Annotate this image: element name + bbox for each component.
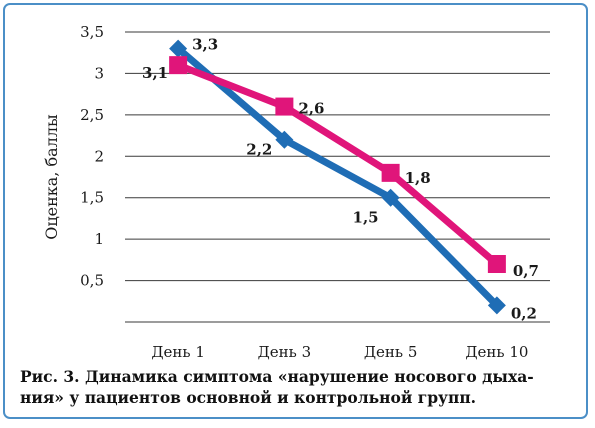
diamond-marker	[381, 188, 400, 207]
square-marker	[169, 56, 188, 75]
x-tick-label: День 10	[465, 343, 528, 361]
data-labels: 3,3 2,2 1,5 0,2 3,1 2,6 1,8 0,7	[142, 36, 539, 323]
square-marker	[487, 255, 506, 273]
data-label: 2,6	[298, 100, 324, 118]
y-tick-label: 1	[94, 230, 104, 248]
series-lines	[169, 39, 506, 315]
figure-frame	[3, 3, 588, 419]
y-axis-ticks: 0,5 1 1,5 2 2,5 3 3,5	[80, 23, 104, 290]
x-tick-label: День 1	[151, 343, 205, 361]
y-axis-title: Оценка, баллы	[42, 114, 61, 240]
caption-text: Динамика симптома «нарушение носового ды…	[20, 367, 534, 407]
data-label: 2,2	[246, 141, 272, 159]
y-tick-label: 0,5	[80, 272, 104, 290]
x-tick-label: День 5	[364, 343, 418, 361]
figure-caption: Рис. 3. Динамика симптома «нарушение нос…	[20, 366, 580, 408]
data-label: 0,7	[513, 262, 539, 280]
x-axis-ticks: День 1 День 3 День 5 День 10	[151, 343, 528, 361]
x-tick-label: День 3	[258, 343, 312, 361]
y-tick-label: 3	[94, 64, 104, 82]
diamond-marker	[487, 296, 506, 315]
square-marker	[275, 97, 294, 116]
data-label: 3,1	[142, 64, 168, 82]
data-label: 1,5	[353, 209, 379, 227]
series-line	[175, 45, 500, 308]
y-tick-label: 2	[94, 147, 104, 165]
gridlines	[125, 31, 550, 323]
data-label: 1,8	[405, 169, 431, 187]
series-line	[176, 61, 500, 267]
square-marker	[381, 163, 400, 182]
diamond-marker	[275, 130, 294, 149]
y-tick-label: 2,5	[80, 106, 104, 124]
diamond-marker	[169, 39, 188, 58]
caption-lead: Рис. 3.	[20, 367, 80, 386]
y-tick-label: 1,5	[80, 189, 104, 207]
data-label: 3,3	[192, 36, 218, 54]
y-tick-label: 3,5	[80, 23, 104, 41]
data-label: 0,2	[511, 304, 537, 322]
